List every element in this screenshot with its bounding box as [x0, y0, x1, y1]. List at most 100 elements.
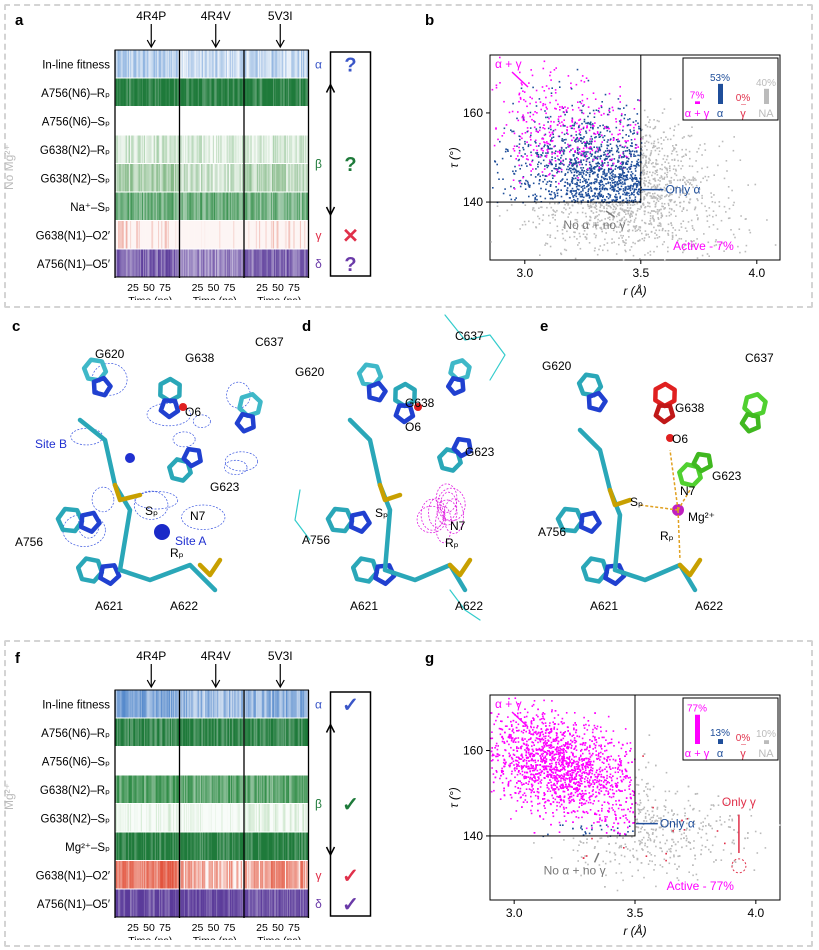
heat-stripe — [175, 690, 177, 718]
heat-stripe — [135, 135, 137, 163]
heat-stripe — [166, 135, 168, 163]
scatter-point — [658, 183, 661, 186]
scatter-point — [614, 184, 616, 186]
scatter-point — [630, 200, 633, 203]
scatter-point — [671, 208, 673, 211]
scatter-point — [591, 153, 593, 156]
heat-stripe — [203, 164, 205, 192]
scatter-point — [694, 206, 697, 208]
scatter-point — [574, 163, 576, 165]
heat-stripe — [276, 889, 278, 917]
heat-stripe — [147, 50, 149, 78]
heat-stripe — [211, 135, 214, 163]
heat-stripe — [263, 164, 265, 192]
heat-stripe — [151, 690, 153, 718]
scatter-point — [608, 224, 610, 226]
scatter-point — [588, 197, 591, 199]
scatter-point — [670, 176, 673, 179]
heat-stripe — [173, 775, 175, 803]
scatter-point — [708, 207, 711, 209]
scatter-point — [584, 156, 587, 158]
heat-stripe — [152, 50, 155, 78]
scatter-point — [608, 127, 610, 130]
scatter-point — [603, 170, 605, 172]
heat-stripe — [131, 192, 133, 220]
heat-stripe — [197, 50, 200, 78]
heat-stripe — [168, 690, 171, 718]
scatter-point — [549, 125, 552, 127]
heat-cell — [244, 804, 309, 832]
heat-stripe — [174, 861, 176, 889]
heat-stripe — [260, 775, 262, 803]
heat-stripe — [212, 192, 215, 220]
heat-stripe — [164, 164, 166, 192]
heat-stripe — [253, 135, 256, 163]
heat-stripe — [253, 249, 256, 277]
scatter-point — [589, 122, 592, 124]
heat-stripe — [224, 192, 227, 220]
scatter-point — [624, 175, 627, 177]
heat-stripe — [239, 718, 242, 746]
heat-stripe — [202, 78, 204, 106]
heat-stripe — [241, 50, 244, 78]
scatter-point — [555, 186, 557, 188]
heat-stripe — [122, 192, 124, 220]
heat-stripe — [227, 889, 230, 917]
scatter-point — [514, 165, 516, 168]
heat-stripe — [158, 164, 160, 192]
heat-stripe — [232, 135, 234, 163]
scatter-point — [608, 176, 611, 178]
heat-stripe — [185, 249, 188, 277]
scatter-point — [519, 185, 522, 188]
scatter-point — [552, 136, 555, 138]
scatter-point — [580, 186, 583, 188]
scatter-point — [534, 198, 537, 200]
heat-stripe — [281, 78, 284, 106]
heat-cell — [244, 50, 309, 78]
scatter-point — [621, 204, 624, 207]
heat-stripe — [264, 78, 266, 106]
heat-stripe — [256, 164, 259, 192]
scatter-point — [678, 229, 681, 231]
heat-cell — [179, 192, 245, 220]
heat-stripe — [279, 192, 281, 220]
scatter-point — [602, 154, 605, 156]
heat-stripe — [191, 804, 193, 832]
heat-stripe — [142, 50, 145, 78]
scatter-point — [578, 126, 580, 128]
heat-stripe — [117, 889, 119, 917]
scatter-point — [612, 164, 614, 167]
scatter-point — [603, 168, 606, 171]
heat-stripe — [187, 889, 189, 917]
heat-stripe — [276, 249, 278, 277]
heat-stripe — [226, 861, 229, 889]
heat-stripe — [137, 192, 139, 220]
scatter-point — [664, 195, 666, 198]
heat-stripe — [252, 164, 254, 192]
time-tick: 75 — [288, 922, 300, 934]
heat-stripe — [273, 249, 275, 277]
heat-stripe — [145, 221, 147, 249]
scatter-point — [579, 235, 581, 238]
scatter-point — [561, 139, 563, 142]
scatter-point — [616, 146, 619, 148]
scatter-point — [619, 95, 621, 97]
scatter-point — [628, 209, 630, 212]
heat-stripe — [269, 718, 272, 746]
heat-stripe — [206, 50, 208, 78]
heat-stripe — [117, 861, 119, 889]
scatter-point — [601, 141, 603, 143]
heat-stripe — [174, 889, 176, 917]
scatter-point — [589, 152, 592, 155]
scatter-point — [552, 133, 554, 136]
scatter-point — [617, 138, 619, 141]
heat-stripe — [294, 832, 296, 860]
heat-stripe — [290, 718, 292, 746]
heat-stripe — [296, 221, 299, 249]
heat-stripe — [145, 832, 147, 860]
heat-stripe — [148, 804, 150, 832]
heat-stripe — [240, 889, 243, 917]
scatter-point — [706, 253, 709, 255]
heat-stripe — [306, 690, 308, 718]
